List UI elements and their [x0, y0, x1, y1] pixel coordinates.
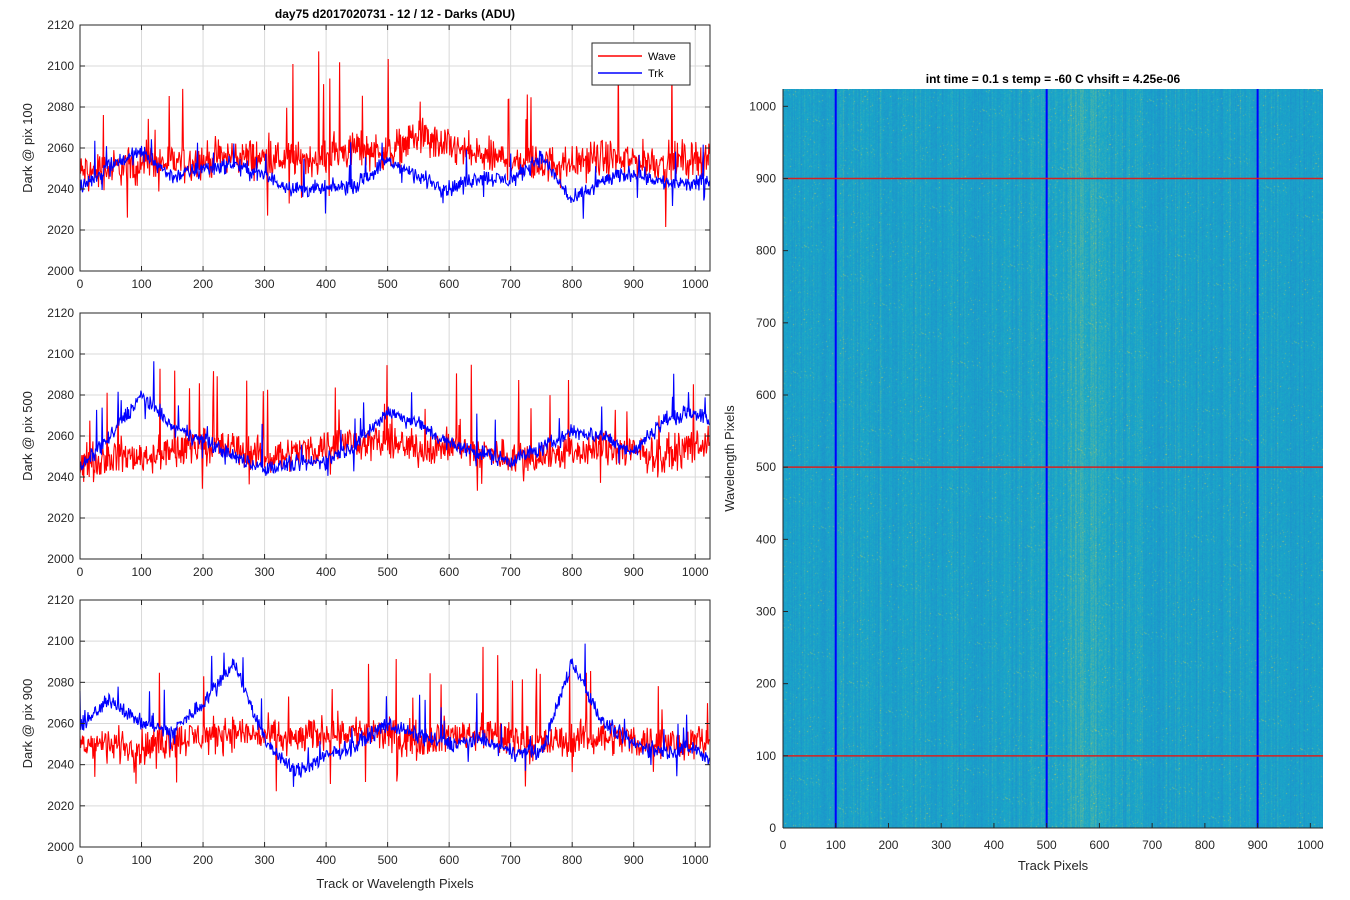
x-tick-label: 0 [77, 277, 84, 291]
y-tick-label: 300 [756, 604, 776, 618]
y-tick-label: 800 [756, 244, 776, 258]
x-tick-label: 400 [316, 277, 336, 291]
x-tick-label: 500 [1037, 838, 1057, 852]
x-tick-label: 800 [562, 565, 582, 579]
y-tick-label: 2100 [47, 59, 74, 73]
y-tick-label: 500 [756, 460, 776, 474]
legend-label-wave: Wave [648, 51, 676, 63]
x-tick-label: 100 [132, 565, 152, 579]
y-tick-label: 2120 [47, 18, 74, 32]
y-tick-label: 0 [769, 821, 776, 835]
y-tick-label: 200 [756, 677, 776, 691]
y-tick-label: 2040 [47, 758, 74, 772]
y-axis-label: Dark @ pix 100 [20, 103, 35, 193]
series-line-trk [79, 643, 710, 787]
y-tick-label: 2080 [47, 100, 74, 114]
x-tick-label: 900 [624, 853, 644, 867]
line-chart-3: 0 100 200 300 400 500 600 700 800 900 1000 2000 2020… [20, 593, 711, 891]
y-tick-label: 2080 [47, 388, 74, 402]
series-line-wave [79, 646, 710, 792]
y-tick-label: 600 [756, 388, 776, 402]
x-tick-label: 0 [77, 565, 84, 579]
x-tick-label: 700 [501, 853, 521, 867]
y-tick-label: 100 [756, 749, 776, 763]
y-tick-label: 2020 [47, 223, 74, 237]
x-axis-label: Track Pixels [1018, 858, 1089, 873]
x-tick-label: 700 [501, 565, 521, 579]
y-tick-label: 2100 [47, 347, 74, 361]
x-tick-label: 600 [439, 853, 459, 867]
y-tick-label: 2080 [47, 675, 74, 689]
legend-box [591, 42, 691, 86]
x-tick-label: 500 [378, 853, 398, 867]
y-tick-label: 2000 [47, 840, 74, 854]
y-tick-label: 2120 [47, 306, 74, 320]
y-tick-label: 2000 [47, 264, 74, 278]
x-tick-label: 1000 [1297, 838, 1324, 852]
x-tick-label: 200 [193, 853, 213, 867]
x-tick-label: 600 [439, 277, 459, 291]
x-tick-label: 600 [439, 565, 459, 579]
series-line-wave [79, 51, 710, 228]
y-tick-label: 2040 [47, 182, 74, 196]
x-axis-label: Track or Wavelength Pixels [316, 876, 474, 891]
y-tick-label: 700 [756, 316, 776, 330]
x-tick-label: 100 [132, 277, 152, 291]
x-tick-label: 700 [501, 277, 521, 291]
x-tick-label: 200 [878, 838, 898, 852]
heatmap-chart: 0 100 200 300 400 500 600 700 800 900 1000 0 100 200 3… [722, 72, 1324, 873]
y-tick-label: 2120 [47, 593, 74, 607]
x-tick-label: 600 [1089, 838, 1109, 852]
heatmap-image [783, 89, 1323, 828]
x-tick-label: 1000 [682, 565, 709, 579]
chart-title: day75 d2017020731 - 12 / 12 - Darks (ADU… [275, 7, 515, 21]
x-tick-label: 1000 [682, 277, 709, 291]
y-tick-label: 2040 [47, 470, 74, 484]
x-tick-label: 900 [624, 277, 644, 291]
y-tick-label: 2020 [47, 799, 74, 813]
chart-title: int time = 0.1 s temp = -60 C vhsift = 4… [926, 72, 1181, 86]
y-tick-label: 2060 [47, 429, 74, 443]
x-tick-label: 500 [378, 277, 398, 291]
series-line-trk [79, 139, 710, 219]
y-tick-label: 2000 [47, 552, 74, 566]
x-tick-label: 100 [132, 853, 152, 867]
x-tick-label: 300 [255, 277, 275, 291]
x-tick-label: 200 [193, 277, 213, 291]
line-chart-2: 0 100 200 300 400 500 600 700 800 900 1000 2000 2020… [20, 306, 711, 579]
y-tick-label: 2020 [47, 511, 74, 525]
x-tick-label: 0 [780, 838, 787, 852]
y-axis-label: Dark @ pix 500 [20, 391, 35, 481]
x-tick-label: 900 [1248, 838, 1268, 852]
y-axis-label: Wavelength Pixels [722, 405, 737, 512]
x-tick-label: 400 [316, 853, 336, 867]
y-tick-label: 1000 [749, 99, 776, 113]
y-axis-label: Dark @ pix 900 [20, 679, 35, 769]
x-tick-label: 100 [826, 838, 846, 852]
x-tick-label: 400 [316, 565, 336, 579]
series-line-trk [79, 361, 710, 476]
x-tick-label: 400 [984, 838, 1004, 852]
x-tick-label: 800 [562, 853, 582, 867]
x-tick-label: 200 [193, 565, 213, 579]
x-tick-label: 500 [378, 565, 398, 579]
y-tick-label: 900 [756, 171, 776, 185]
x-tick-label: 900 [624, 565, 644, 579]
x-tick-label: 700 [1142, 838, 1162, 852]
y-tick-label: 2100 [47, 634, 74, 648]
x-tick-label: 300 [255, 565, 275, 579]
x-tick-label: 1000 [682, 853, 709, 867]
legend-label-trk: Trk [648, 68, 664, 80]
y-tick-label: 400 [756, 532, 776, 546]
legend: Wave Trk [591, 42, 691, 86]
y-tick-label: 2060 [47, 717, 74, 731]
x-tick-label: 0 [77, 853, 84, 867]
y-tick-label: 2060 [47, 141, 74, 155]
line-chart-1: 0 100 200 300 400 500 600 700 800 900 1000 2000 2020… [20, 7, 711, 291]
x-tick-label: 800 [1195, 838, 1215, 852]
x-tick-label: 300 [255, 853, 275, 867]
x-tick-label: 800 [562, 277, 582, 291]
x-tick-label: 300 [931, 838, 951, 852]
